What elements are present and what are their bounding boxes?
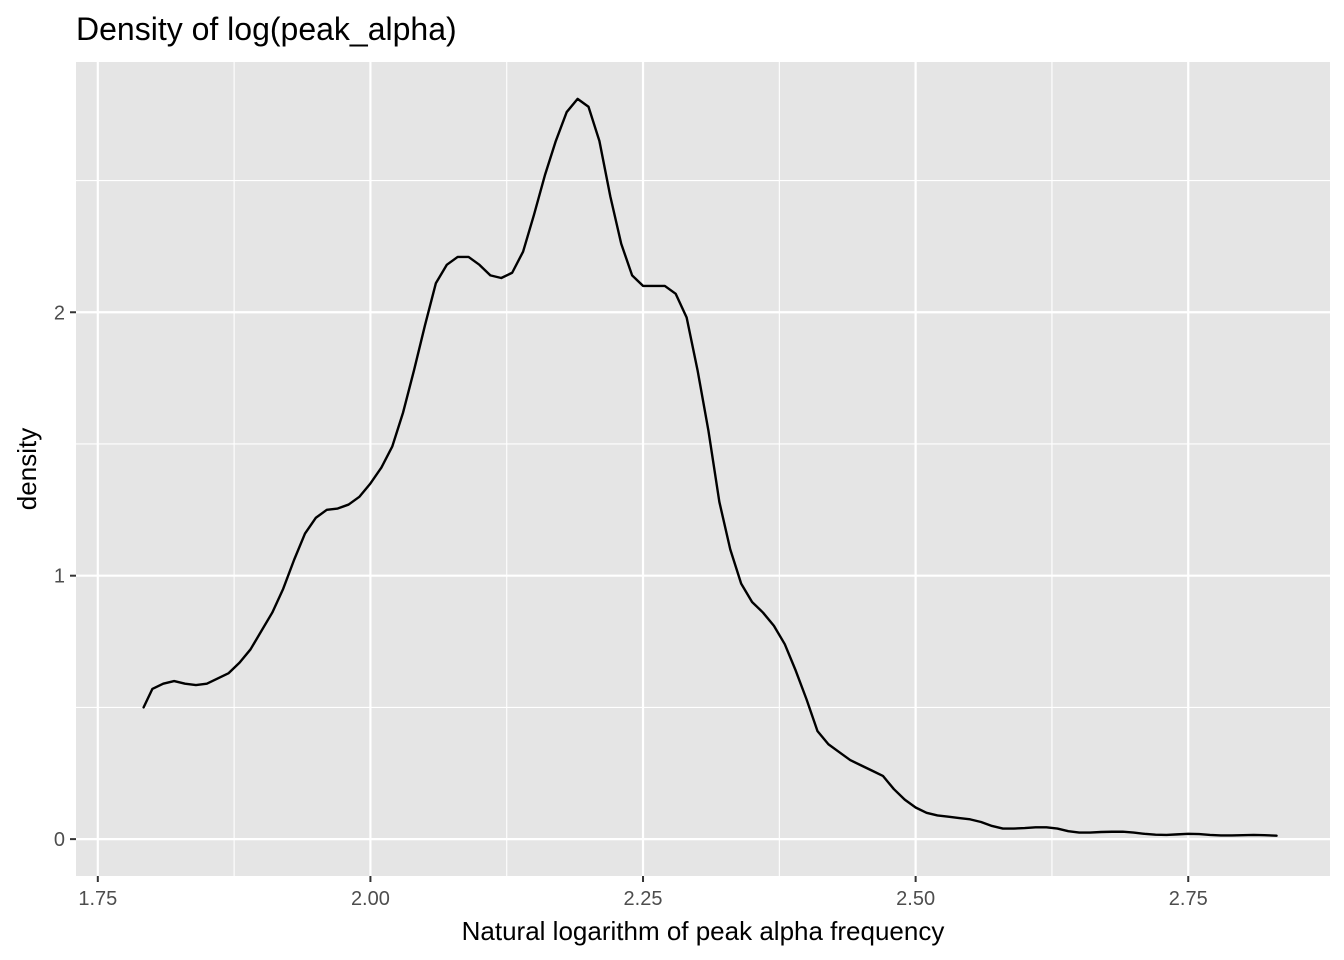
- chart-title: Density of log(peak_alpha): [76, 11, 457, 47]
- x-tick-label: 1.75: [78, 888, 117, 910]
- x-axis-title: Natural logarithm of peak alpha frequenc…: [462, 916, 945, 946]
- x-tick-label: 2.00: [351, 888, 390, 910]
- y-tick-label: 2: [54, 302, 65, 324]
- x-tick-label: 2.25: [624, 888, 663, 910]
- x-tick-label: 2.50: [896, 888, 935, 910]
- y-axis: 0 1 2: [54, 302, 76, 851]
- major-grid: [76, 62, 1330, 876]
- y-tick-label: 1: [54, 566, 65, 588]
- y-tick-label: 0: [54, 829, 65, 851]
- x-tick-label: 2.75: [1169, 888, 1208, 910]
- x-axis: 1.75 2.00 2.25 2.50 2.75: [78, 876, 1208, 910]
- y-axis-title: density: [12, 428, 42, 510]
- density-curve: [142, 97, 1278, 837]
- minor-grid: [76, 62, 1330, 876]
- plot-panel: [76, 62, 1330, 876]
